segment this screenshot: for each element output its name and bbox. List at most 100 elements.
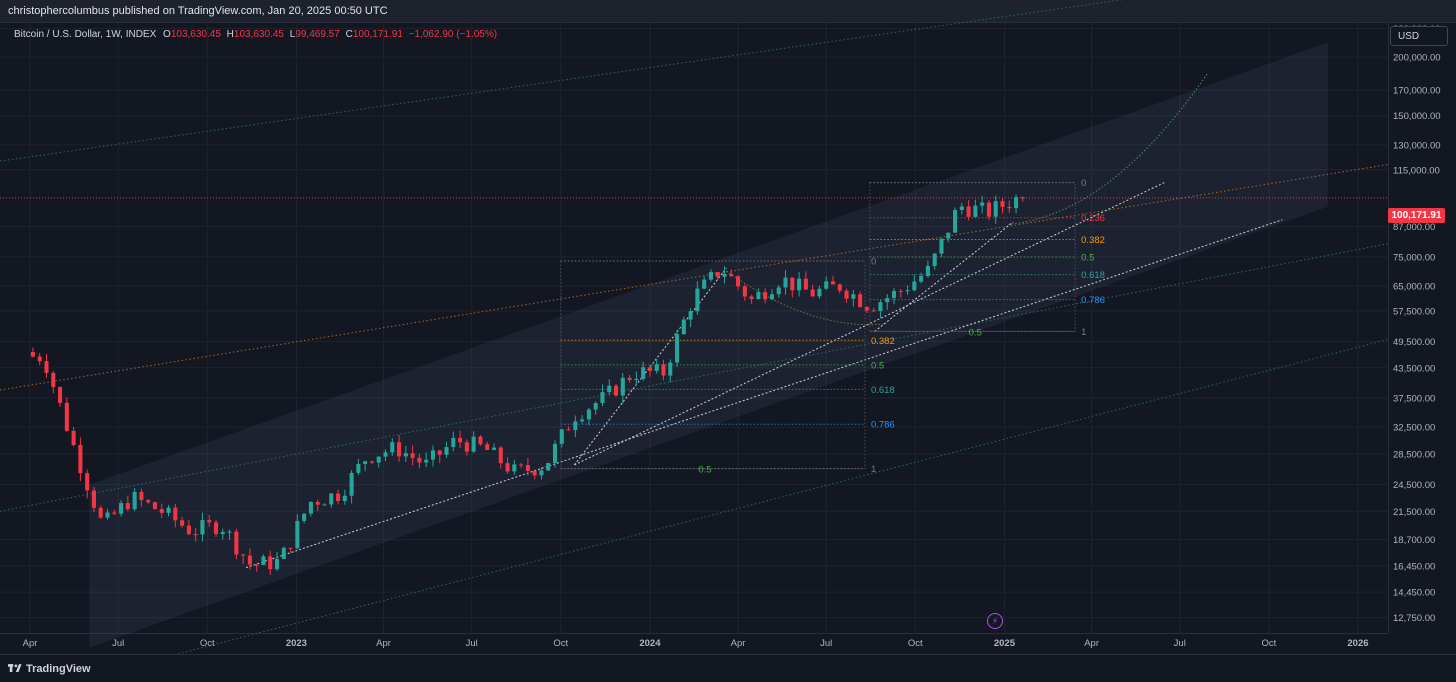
- chart-svg: 0 0.382 0.5 0.618 0.786 1 0.5 0 0.236 0.382 0.5 0.…: [0, 0, 1441, 654]
- candle-body: [627, 377, 632, 381]
- candle-body: [688, 311, 693, 320]
- regression-channel: [0, 0, 1389, 654]
- change-value: −1,062.90 (−1.05%): [408, 29, 498, 40]
- candle-body: [58, 387, 63, 403]
- candle-body: [980, 202, 985, 206]
- candle-body: [851, 294, 856, 299]
- candle-body: [132, 491, 137, 510]
- candle-body: [932, 253, 937, 266]
- currency-button[interactable]: USD: [1390, 26, 1448, 46]
- price-scale[interactable]: [1388, 23, 1456, 633]
- candle-body: [295, 520, 300, 549]
- candle-body: [600, 392, 605, 404]
- candle-body: [986, 202, 991, 217]
- time-tick-label: Jul: [1174, 638, 1186, 649]
- price-tick-label: 130,000.00: [1393, 140, 1441, 151]
- close-label: C: [345, 29, 353, 40]
- time-tick-label: Oct: [553, 638, 568, 649]
- candle-body: [254, 564, 259, 566]
- candle-body: [44, 361, 49, 373]
- candle-body: [78, 444, 83, 474]
- fib-retracement-1: 0 0.382 0.5 0.618 0.786 1 0.5: [560, 256, 895, 476]
- fib-level-label: 0.618: [871, 385, 895, 396]
- trendline-2024-b: [574, 182, 1165, 466]
- candle-body: [824, 281, 829, 289]
- currency-label: USD: [1398, 30, 1420, 42]
- chart-pane[interactable]: [0, 23, 1388, 633]
- candle-body: [342, 495, 347, 502]
- grid-lines: [0, 23, 1388, 633]
- time-scale[interactable]: [0, 633, 1388, 654]
- open-label: O: [163, 29, 171, 40]
- candle-body: [451, 437, 456, 448]
- price-tick-label: 16,450.00: [1393, 561, 1435, 572]
- time-tick-label: Apr: [376, 638, 391, 649]
- candle-body: [268, 556, 273, 570]
- candle-body: [1000, 201, 1005, 207]
- fib-level-label: 0.382: [871, 336, 895, 347]
- current-price-tag: 100,171.91: [1388, 208, 1445, 223]
- fib-level-label: 0.618: [1081, 270, 1105, 281]
- candle-body: [607, 385, 612, 393]
- price-tick-label: 28,500.00: [1393, 449, 1435, 460]
- lightning-icon[interactable]: ⚡: [987, 613, 1003, 629]
- candle-body: [1014, 197, 1019, 209]
- candle-body: [376, 456, 381, 463]
- candle-body: [715, 272, 720, 277]
- candle-body: [139, 491, 144, 501]
- candle-body: [390, 442, 395, 453]
- candle-body: [919, 275, 924, 282]
- candle-body: [369, 461, 374, 463]
- tradingview-brand[interactable]: TradingView: [8, 663, 91, 675]
- candle-body: [274, 558, 280, 570]
- candle-body: [119, 503, 124, 514]
- candle-body: [220, 531, 225, 535]
- publisher-text: christophercolumbus published on Trading…: [8, 5, 388, 17]
- time-tick-labels: Apr Jul Oct 2023 Apr Jul Oct 2024 Apr Jul Oct 2025 A…: [23, 638, 1369, 649]
- candle-body: [64, 402, 69, 431]
- price-tick-label: 32,500.00: [1393, 423, 1435, 434]
- candle-body: [797, 278, 802, 291]
- candle-body: [966, 206, 971, 217]
- candle-body: [695, 288, 700, 312]
- fib-level-label: 0.5: [871, 360, 884, 371]
- fib-level-label: 0.236: [1081, 213, 1105, 224]
- candle-body: [668, 362, 673, 376]
- candle-body: [308, 501, 313, 514]
- candle-body: [803, 278, 808, 290]
- candle-body: [444, 447, 449, 455]
- price-tick-label: 24,500.00: [1393, 480, 1435, 491]
- candle-body: [925, 265, 930, 276]
- candle-body: [173, 507, 178, 521]
- price-tick-label: 75,000.00: [1393, 252, 1435, 263]
- candle-body: [647, 367, 652, 371]
- price-tick-labels: 230,000.00200,000.00170,000.00150,000.00…: [1393, 24, 1441, 624]
- low-label: L: [289, 29, 296, 40]
- candle-body: [200, 520, 205, 535]
- candle-body: [85, 473, 90, 491]
- candle-body: [261, 556, 266, 565]
- candle-body: [769, 294, 775, 300]
- candle-body: [620, 377, 625, 396]
- candle-body: [946, 232, 951, 239]
- candle-body: [586, 409, 591, 420]
- candle-body: [1007, 206, 1012, 209]
- channel-outer-upper: [0, 0, 1124, 162]
- candle-body: [336, 493, 341, 502]
- candle-body: [478, 436, 483, 445]
- candle-body: [953, 209, 958, 233]
- candle-body: [329, 493, 334, 505]
- symbol-legend: Bitcoin / U.S. Dollar, 1W, INDEX O103,63…: [14, 29, 497, 40]
- candle-body: [180, 520, 185, 526]
- candle-body: [878, 302, 883, 312]
- candle-body: [702, 279, 707, 289]
- candle-body: [302, 513, 307, 521]
- candle-body: [959, 206, 964, 210]
- candle-body: [939, 238, 944, 254]
- candle-body: [729, 273, 734, 277]
- candle-body: [417, 457, 422, 463]
- candle-body: [234, 531, 239, 555]
- candle-body: [525, 465, 530, 471]
- candle-body: [864, 307, 869, 311]
- candle-body: [837, 284, 842, 291]
